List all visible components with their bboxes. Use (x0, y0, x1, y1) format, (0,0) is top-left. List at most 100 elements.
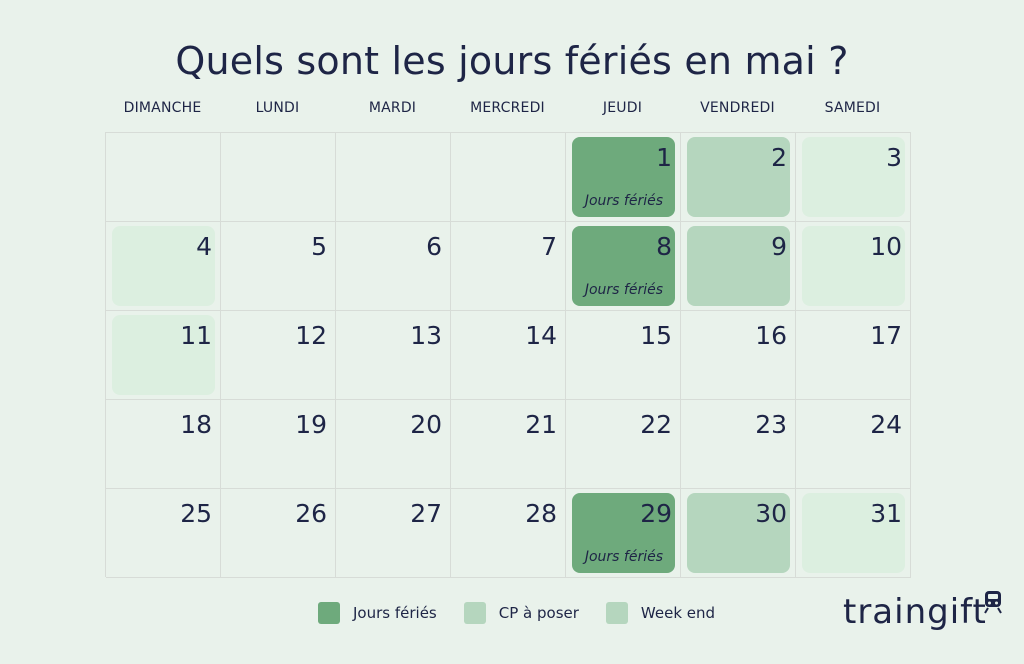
calendar-day-empty (106, 133, 221, 222)
day-number: 26 (295, 499, 327, 528)
day-label: Jours fériés (584, 549, 663, 565)
calendar-day-3: 3 (796, 133, 911, 222)
calendar-day-16: 16 (681, 311, 796, 400)
calendar-day-14: 14 (451, 311, 566, 400)
calendar-day-18: 18 (106, 400, 221, 489)
day-number: 25 (180, 499, 212, 528)
calendar-day-empty (451, 133, 566, 222)
day-highlight (802, 226, 905, 306)
calendar-day-7: 7 (451, 222, 566, 311)
weekday-label: MERCREDI (470, 100, 545, 116)
day-number: 3 (886, 143, 902, 172)
weekday-label: LUNDI (255, 100, 300, 116)
day-number: 29 (640, 499, 672, 528)
calendar-day-30: 30 (681, 489, 796, 578)
day-number: 30 (755, 499, 787, 528)
legend-label: Jours fériés (353, 604, 437, 622)
calendar-day-empty (221, 133, 336, 222)
calendar-day-28: 28 (451, 489, 566, 578)
legend-swatch (318, 602, 340, 624)
weekday-label: SAMEDI (824, 100, 881, 116)
day-highlight (687, 493, 790, 573)
day-number: 12 (295, 321, 327, 350)
day-number: 11 (180, 321, 212, 350)
legend-swatch (463, 602, 486, 624)
calendar-day-11: 11 (106, 311, 221, 400)
day-number: 6 (426, 232, 442, 261)
calendar-day-25: 25 (106, 489, 221, 578)
calendar-day-4: 4 (106, 222, 221, 311)
calendar-day-20: 20 (336, 400, 451, 489)
day-number: 7 (541, 232, 557, 261)
day-number: 4 (196, 232, 212, 261)
day-number: 14 (525, 321, 557, 350)
day-number: 31 (870, 499, 902, 528)
calendar-day-10: 10 (796, 222, 911, 311)
calendar-grid: 1 Jours fériés 2 3 4 5 6 7 8 Jours fériés 9 10 11 12 1… (105, 132, 911, 578)
calendar-day-17: 17 (796, 311, 911, 400)
day-number: 8 (656, 232, 672, 261)
legend-swatch (605, 602, 628, 624)
calendar-day-empty (336, 133, 451, 222)
day-number: 27 (410, 499, 442, 528)
day-number: 23 (755, 410, 787, 439)
day-number: 2 (771, 143, 787, 172)
day-highlight (687, 137, 790, 217)
calendar-day-2: 2 (681, 133, 796, 222)
day-number: 18 (180, 410, 212, 439)
day-highlight (687, 226, 790, 306)
day-highlight (112, 226, 215, 306)
legend-label: Week end (640, 604, 716, 622)
weekday-label: JEUDI (602, 100, 643, 116)
day-number: 17 (870, 321, 902, 350)
calendar-day-13: 13 (336, 311, 451, 400)
day-label: Jours fériés (584, 193, 663, 209)
day-label: Jours fériés (584, 282, 663, 298)
calendar-day-29: 29 Jours fériés (566, 489, 681, 578)
calendar-day-24: 24 (796, 400, 911, 489)
weekday-label: VENDREDI (700, 100, 775, 116)
calendar-day-9: 9 (681, 222, 796, 311)
calendar-day-27: 27 (336, 489, 451, 578)
calendar-day-1: 1 Jours fériés (566, 133, 681, 222)
brand-logo: traingift (843, 592, 987, 632)
day-number: 28 (525, 499, 557, 528)
day-number: 10 (870, 232, 902, 261)
day-number: 24 (870, 410, 902, 439)
day-number: 1 (656, 143, 672, 172)
calendar-day-5: 5 (221, 222, 336, 311)
legend: Jours fériés CP à poser Week end (318, 602, 742, 624)
day-highlight (572, 493, 675, 573)
legend-item-cp-a-poser: CP à poser (463, 602, 579, 624)
day-highlight (572, 226, 675, 306)
day-number: 20 (410, 410, 442, 439)
calendar-day-12: 12 (221, 311, 336, 400)
day-number: 9 (771, 232, 787, 261)
legend-item-jours-feries: Jours fériés (318, 602, 437, 624)
calendar-day-21: 21 (451, 400, 566, 489)
calendar-day-23: 23 (681, 400, 796, 489)
day-number: 21 (525, 410, 557, 439)
day-number: 22 (640, 410, 672, 439)
day-number: 13 (410, 321, 442, 350)
day-number: 16 (755, 321, 787, 350)
calendar-day-15: 15 (566, 311, 681, 400)
weekday-label: MARDI (368, 100, 417, 116)
calendar-day-31: 31 (796, 489, 911, 578)
calendar-day-26: 26 (221, 489, 336, 578)
day-number: 15 (640, 321, 672, 350)
weekday-header: DIMANCHE LUNDI MARDI MERCREDI JEUDI VEND… (105, 100, 911, 120)
day-number: 5 (311, 232, 327, 261)
day-highlight (112, 315, 215, 395)
page-title: Quels sont les jours fériés en mai ? (175, 39, 849, 84)
train-icon (984, 591, 1002, 614)
day-highlight (802, 493, 905, 573)
calendar-day-22: 22 (566, 400, 681, 489)
calendar-day-8: 8 Jours fériés (566, 222, 681, 311)
weekday-label: DIMANCHE (123, 100, 202, 116)
legend-label: CP à poser (498, 604, 579, 622)
day-highlight (802, 137, 905, 217)
day-number: 19 (295, 410, 327, 439)
legend-item-week-end: Week end (605, 602, 716, 624)
day-highlight (572, 137, 675, 217)
